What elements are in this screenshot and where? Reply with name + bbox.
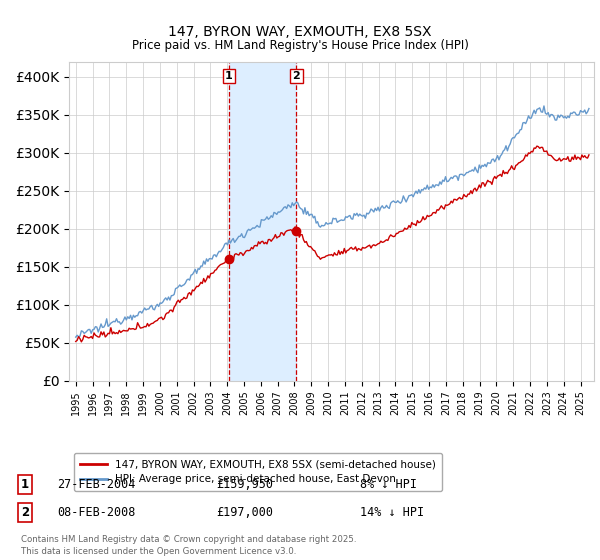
Text: £159,950: £159,950	[216, 478, 273, 491]
Text: 147, BYRON WAY, EXMOUTH, EX8 5SX: 147, BYRON WAY, EXMOUTH, EX8 5SX	[168, 25, 432, 39]
Text: Price paid vs. HM Land Registry's House Price Index (HPI): Price paid vs. HM Land Registry's House …	[131, 39, 469, 52]
Text: 2: 2	[293, 71, 301, 81]
Text: 27-FEB-2004: 27-FEB-2004	[57, 478, 136, 491]
Text: 8% ↓ HPI: 8% ↓ HPI	[360, 478, 417, 491]
Text: 1: 1	[225, 71, 233, 81]
Legend: 147, BYRON WAY, EXMOUTH, EX8 5SX (semi-detached house), HPI: Average price, semi: 147, BYRON WAY, EXMOUTH, EX8 5SX (semi-d…	[74, 453, 442, 491]
Text: £197,000: £197,000	[216, 506, 273, 519]
Text: 2: 2	[21, 506, 29, 519]
Text: 08-FEB-2008: 08-FEB-2008	[57, 506, 136, 519]
Text: 1: 1	[21, 478, 29, 491]
Bar	[229, 62, 296, 381]
Text: Contains HM Land Registry data © Crown copyright and database right 2025.
This d: Contains HM Land Registry data © Crown c…	[21, 535, 356, 556]
Text: 14% ↓ HPI: 14% ↓ HPI	[360, 506, 424, 519]
